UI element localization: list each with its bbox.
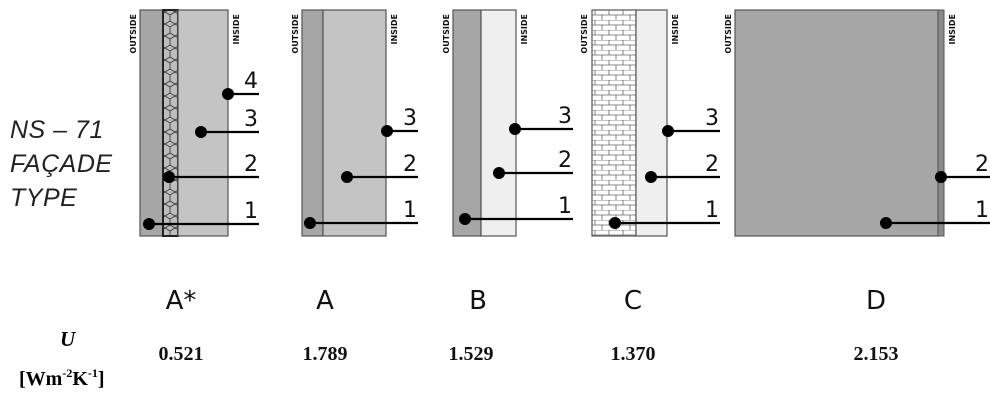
u-value: 1.529 xyxy=(448,343,494,365)
title-line: FAÇADE xyxy=(10,150,113,178)
outside-label: OUTSIDE xyxy=(291,14,300,54)
point-label: 2 xyxy=(975,152,989,177)
panel-a: OUTSIDE INSIDE xyxy=(291,9,399,237)
u-value: 1.789 xyxy=(302,343,348,365)
inside-label: INSIDE xyxy=(520,14,529,45)
panel-a-star: OUTSIDE INSIDE xyxy=(129,9,241,237)
point-label: 3 xyxy=(558,104,572,129)
panel-c: OUTSIDE INSIDE xyxy=(580,9,680,237)
point-label: 4 xyxy=(244,69,258,94)
layer-main xyxy=(734,9,939,237)
layer-outer-brick xyxy=(591,9,637,237)
unit-part: K xyxy=(72,368,88,390)
point-label: 1 xyxy=(244,199,258,224)
u-value-unit: [Wm-2K-1] xyxy=(19,366,105,391)
inside-label: INSIDE xyxy=(390,14,399,45)
inside-label: INSIDE xyxy=(948,14,957,45)
inside-label: INSIDE xyxy=(671,14,680,45)
outside-label: OUTSIDE xyxy=(129,14,138,54)
layer-inner xyxy=(635,9,668,237)
points-d: 1 2 xyxy=(880,152,990,229)
panel-code: D xyxy=(865,286,887,316)
outside-label: OUTSIDE xyxy=(724,14,733,54)
layer-outer xyxy=(301,9,324,237)
panel-d: OUTSIDE INSIDE xyxy=(724,9,957,237)
unit-exponent: -2 xyxy=(62,366,73,380)
point-label: 3 xyxy=(705,106,719,131)
panel-code: A* xyxy=(165,286,197,316)
point-label: 1 xyxy=(975,198,989,223)
points-a-star: 1 2 3 4 xyxy=(143,69,259,230)
u-value: 0.521 xyxy=(158,343,204,365)
inside-label: INSIDE xyxy=(232,14,241,45)
layer-insulation xyxy=(162,9,179,237)
point-label: 2 xyxy=(244,152,258,177)
point-label: 2 xyxy=(558,148,572,173)
panel-code: C xyxy=(623,286,643,316)
title-line: TYPE xyxy=(10,184,78,212)
layer-inner xyxy=(177,9,229,237)
unit-part: [Wm xyxy=(19,368,63,390)
layer-inner-finish xyxy=(937,9,945,237)
outside-label: OUTSIDE xyxy=(442,14,451,54)
title-line: NS – 71 xyxy=(10,116,104,144)
point-label: 3 xyxy=(403,106,417,131)
point-label: 1 xyxy=(558,194,572,219)
points-b: 1 2 3 xyxy=(459,104,573,225)
outside-label: OUTSIDE xyxy=(580,14,589,54)
points-c: 1 2 3 xyxy=(609,106,720,229)
facade-type-title: NS – 71 FAÇADE TYPE xyxy=(10,113,113,215)
layer-inner xyxy=(480,9,517,237)
point-label: 3 xyxy=(244,107,258,132)
point-label: 1 xyxy=(705,198,719,223)
layer-inner xyxy=(322,9,387,237)
point-label: 2 xyxy=(403,152,417,177)
layer-outer xyxy=(452,9,482,237)
point-label: 2 xyxy=(705,152,719,177)
panel-code: A xyxy=(316,286,334,316)
panel-b: OUTSIDE INSIDE xyxy=(442,9,529,237)
u-value-symbol: U xyxy=(60,327,76,351)
points-a: 1 2 3 xyxy=(304,106,418,229)
unit-exponent: -1 xyxy=(87,366,98,380)
panel-code: B xyxy=(469,286,487,316)
unit-part: ] xyxy=(97,368,105,390)
u-value: 2.153 xyxy=(853,343,899,365)
layer-outer xyxy=(139,9,164,237)
u-value: 1.370 xyxy=(610,343,656,365)
point-label: 1 xyxy=(403,198,417,223)
